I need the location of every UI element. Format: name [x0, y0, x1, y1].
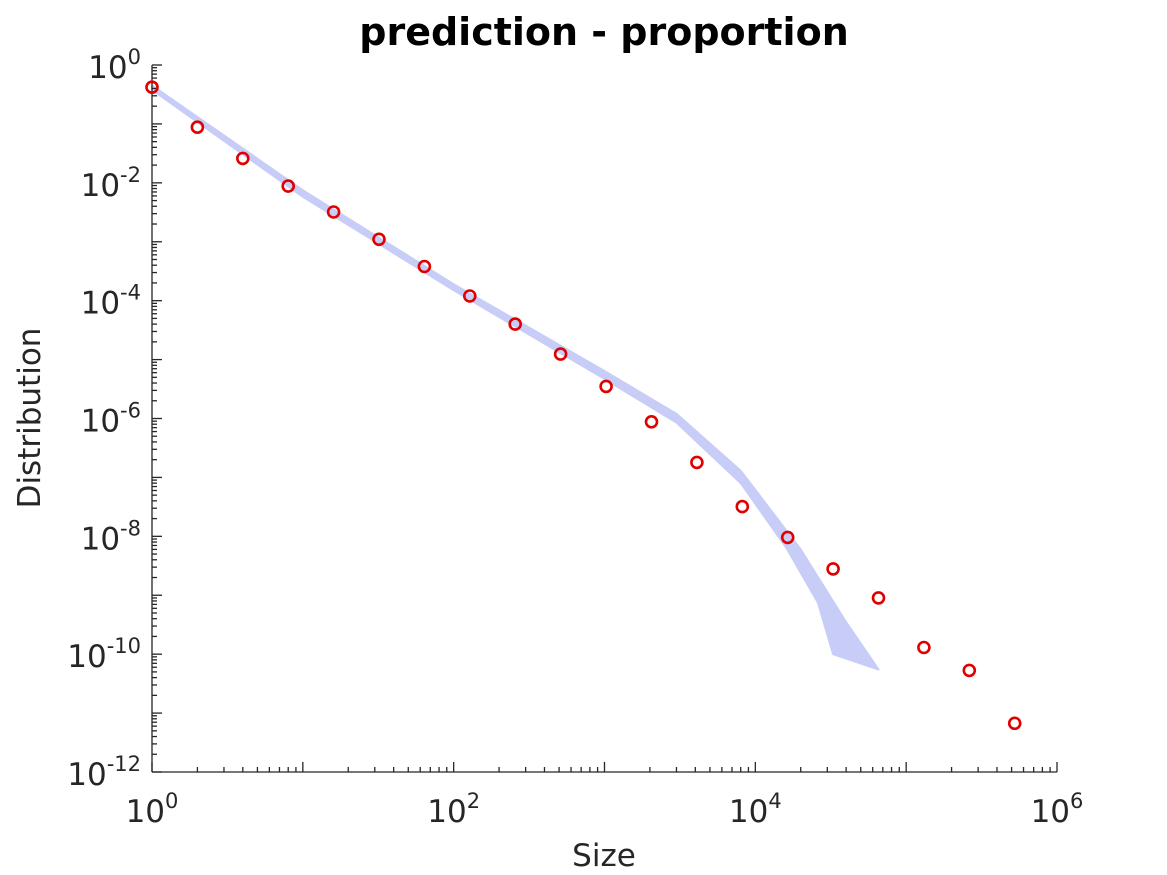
data-point	[281, 179, 296, 193]
x-axis-label: Size	[572, 838, 636, 874]
data-point	[236, 151, 250, 166]
prediction-band	[151, 84, 880, 671]
data-point	[1007, 716, 1022, 731]
y-tick-label: 10-8	[81, 516, 141, 557]
y-ticks: 100 10-2 10-4 10-6 10-8 10-10 10-12	[67, 45, 162, 793]
y-axis-label: Distribution	[12, 328, 48, 509]
axes	[151, 65, 1057, 773]
observed-points	[145, 80, 1022, 731]
data-point	[417, 259, 432, 274]
y-tick-label: 10-12	[67, 752, 141, 793]
y-tick-label: 10-10	[67, 634, 141, 675]
data-point	[190, 120, 205, 134]
x-tick-label: 102	[427, 789, 480, 830]
y-tick-label: 10-4	[81, 281, 141, 322]
prediction-band-area	[151, 84, 880, 671]
data-point	[780, 530, 795, 545]
data-point	[644, 414, 659, 429]
data-point	[145, 80, 159, 94]
data-point	[690, 455, 704, 470]
data-point	[326, 205, 341, 219]
x-ticks: 100 102 104 106	[126, 762, 1084, 830]
data-point	[553, 347, 568, 361]
data-point	[462, 289, 477, 303]
y-tick-label: 10-6	[81, 399, 141, 440]
data-point	[871, 591, 886, 605]
chart-title: prediction - proportion	[359, 10, 849, 54]
data-point	[735, 499, 750, 514]
data-point	[962, 663, 977, 678]
x-tick-label: 104	[729, 789, 782, 830]
data-point	[372, 232, 386, 247]
x-tick-label: 106	[1031, 789, 1084, 830]
y-tick-label: 10-2	[81, 163, 141, 204]
data-point	[917, 640, 931, 655]
data-point	[599, 379, 613, 394]
data-point	[826, 562, 840, 576]
y-tick-label: 100	[88, 45, 141, 86]
data-point	[508, 317, 523, 331]
x-tick-label: 100	[126, 789, 179, 830]
